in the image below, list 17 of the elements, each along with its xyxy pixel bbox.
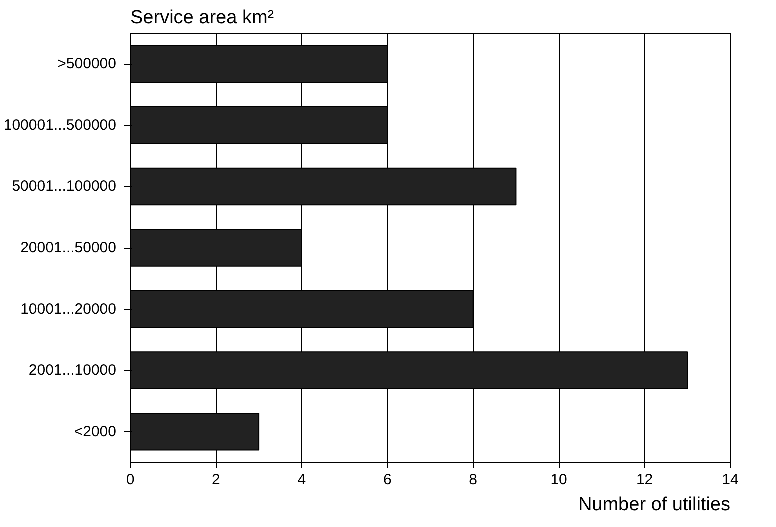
- x-tick-label: 14: [722, 472, 739, 488]
- y-tick-label: 100001...500000: [4, 116, 117, 134]
- x-tick-label: 10: [550, 472, 568, 488]
- x-axis-title: Number of utilities: [578, 494, 731, 516]
- y-tick-label: 50001...100000: [12, 178, 117, 196]
- x-tick-label: 0: [126, 472, 135, 488]
- x-tick-label: 6: [383, 472, 392, 488]
- y-axis-title: Service area km²: [130, 8, 274, 28]
- y-tick-label: 20001...50000: [20, 240, 117, 256]
- y-tick-label: 10001...20000: [20, 300, 117, 318]
- x-tick-label: 8: [469, 472, 478, 488]
- y-tick-label: 2001...10000: [28, 362, 117, 380]
- x-tick-label: 4: [298, 472, 306, 488]
- x-tick-label: 12: [636, 472, 654, 488]
- x-tick-label: 2: [212, 472, 220, 488]
- y-tick-label: <2000: [74, 423, 117, 440]
- y-tick-label: >500000: [58, 56, 117, 73]
